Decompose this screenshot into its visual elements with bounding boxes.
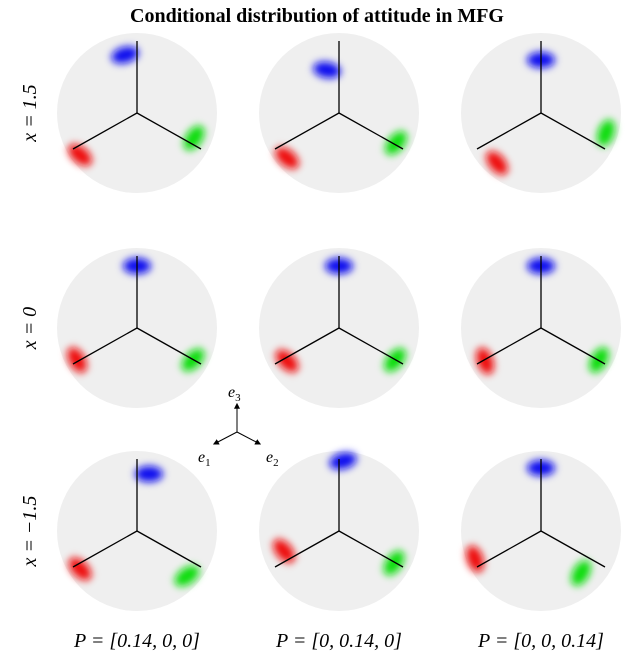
axis-label: e3: [228, 384, 241, 404]
column-label: P = [0, 0.14, 0]: [275, 630, 402, 652]
axis-symbol: e: [228, 384, 235, 401]
sphere-panel: [259, 33, 419, 193]
axis-index: 1: [205, 457, 211, 469]
reference-axes: e3 e1 e2: [198, 384, 279, 469]
sphere-panel: [57, 451, 217, 611]
density-blob: [135, 466, 163, 482]
column-label: P = [0.14, 0, 0]: [73, 630, 200, 652]
figure-title: Conditional distribution of attitude in …: [130, 5, 504, 27]
sphere-panel: [259, 450, 419, 611]
axis-symbol: e: [266, 449, 273, 466]
row-label: x = −1.5: [19, 496, 41, 568]
sphere-panel: [461, 248, 621, 408]
figure: Conditional distribution of attitude in …: [0, 0, 634, 658]
axis-symbol: e: [198, 449, 205, 466]
axis-arrow: [214, 432, 237, 444]
axis-label: e1: [198, 449, 211, 469]
sphere-panel: [57, 33, 217, 193]
axis-arrow: [237, 432, 260, 444]
row-label: x = 1.5: [19, 84, 41, 142]
axis-index: 3: [235, 392, 241, 404]
column-label: P = [0, 0, 0.14]: [477, 630, 604, 652]
axis-label: e2: [266, 449, 279, 469]
sphere-panel: [259, 248, 419, 408]
sphere-panel: [461, 33, 621, 193]
row-label: x = 0: [19, 307, 41, 350]
sphere-panel: [57, 248, 217, 408]
page: Conditional distribution of attitude in …: [0, 0, 634, 658]
axis-index: 2: [273, 457, 279, 469]
sphere-panel: [461, 451, 621, 611]
